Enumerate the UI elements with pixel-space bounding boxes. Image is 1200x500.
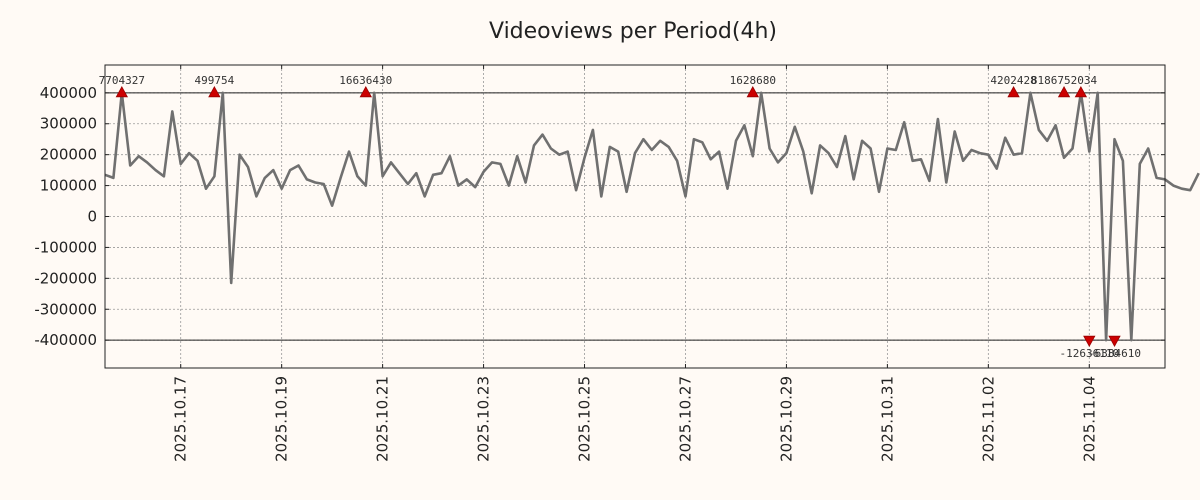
y-tick-label: -400000	[34, 331, 97, 349]
x-tick-label: 2025.10.23	[475, 376, 493, 462]
x-tick-label: 2025.10.19	[273, 376, 291, 462]
y-tick-label: 100000	[40, 177, 97, 195]
y-tick-label: -100000	[34, 238, 97, 256]
x-tick-label: 2025.10.17	[172, 376, 190, 462]
outlier-marker	[1007, 85, 1020, 98]
y-tick-label: 300000	[40, 115, 97, 133]
x-tick-label: 2025.10.29	[777, 376, 795, 462]
x-tick-label: 2025.10.21	[374, 376, 392, 462]
outlier-label: 7704327	[99, 74, 145, 87]
plot-frame	[104, 64, 1166, 369]
outlier-marker	[1057, 85, 1071, 98]
y-tick-label: -200000	[34, 269, 97, 287]
x-tick-label: 2025.10.27	[676, 376, 694, 462]
outlier-marker	[1074, 85, 1088, 98]
outlier-marker	[115, 85, 129, 98]
outlier-label: 4202428	[990, 74, 1036, 87]
y-tick-label: -300000	[34, 300, 97, 318]
outlier-label: -6384610	[1088, 347, 1141, 360]
chart-title: Videoviews per Period(4h)	[489, 19, 777, 44]
y-tick-label: 400000	[40, 84, 97, 102]
x-tick-label: 2025.10.31	[878, 376, 896, 462]
outlier-label: 1628680	[730, 74, 776, 87]
outlier-marker	[1108, 335, 1121, 348]
outlier-marker	[208, 85, 221, 98]
outlier-label: 499754	[194, 74, 234, 87]
x-tick-label: 2025.10.25	[576, 376, 594, 462]
outlier-label: 16636430	[339, 74, 392, 87]
outlier-label: -12636110	[1059, 347, 1119, 360]
x-tick-label: 2025.11.04	[1080, 376, 1098, 462]
outlier-marker	[1083, 335, 1096, 348]
outlier-marker	[359, 85, 372, 98]
outlier-marker	[746, 85, 759, 98]
outlier-label: 8186752034	[1031, 74, 1098, 87]
y-tick-label: 0	[87, 208, 97, 226]
x-tick-label: 2025.11.02	[979, 376, 997, 462]
series-line	[104, 91, 1200, 342]
y-tick-label: 200000	[40, 146, 97, 164]
